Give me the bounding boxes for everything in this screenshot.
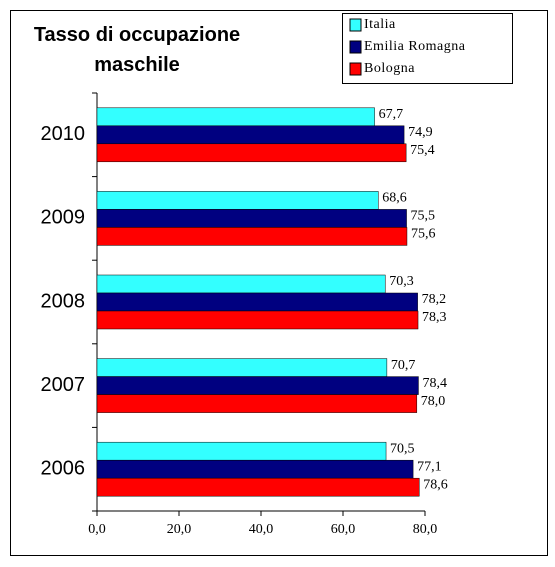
value-label: 70,5 <box>390 441 415 456</box>
x-tick-label: 0,0 <box>88 522 106 537</box>
x-tick-label: 80,0 <box>413 522 438 537</box>
value-label: 74,9 <box>408 125 433 140</box>
legend-label: Italia <box>364 17 396 32</box>
x-tick-label: 60,0 <box>331 522 356 537</box>
bar <box>96 143 407 163</box>
y-tick-label: 2008 <box>41 290 86 312</box>
y-tick-label: 2007 <box>41 374 86 396</box>
bar <box>96 209 407 228</box>
y-tick-label: 2009 <box>41 207 86 229</box>
legend-label: Bologna <box>364 61 415 76</box>
bar <box>96 376 419 395</box>
value-label: 75,4 <box>410 143 435 158</box>
bar <box>96 358 388 377</box>
value-label: 77,1 <box>417 459 442 474</box>
bar <box>96 292 418 312</box>
bar <box>96 227 408 246</box>
legend-swatch <box>349 62 362 76</box>
bar <box>96 459 414 479</box>
y-tick-label: 2010 <box>41 123 86 145</box>
bar <box>96 125 405 145</box>
x-tick-label: 20,0 <box>167 522 192 537</box>
value-label: 70,7 <box>391 358 416 373</box>
value-label: 75,6 <box>411 227 436 242</box>
chart-title: Tasso di occupazione maschile <box>33 24 241 76</box>
bar <box>96 441 387 461</box>
value-label: 78,6 <box>423 477 448 492</box>
value-label: 75,5 <box>411 209 436 224</box>
value-label: 78,3 <box>422 310 447 325</box>
value-label: 78,0 <box>421 394 446 409</box>
frame <box>10 10 548 556</box>
x-tick-label: 40,0 <box>249 522 274 537</box>
bar <box>96 477 420 497</box>
bar <box>96 274 386 294</box>
legend-swatch <box>349 18 362 32</box>
value-label: 68,6 <box>382 191 407 206</box>
bar <box>96 191 379 210</box>
legend-swatch <box>349 40 362 54</box>
value-label: 78,2 <box>422 292 447 307</box>
legend-label: Emilia Romagna <box>364 39 466 54</box>
legend-box <box>342 13 513 84</box>
value-label: 78,4 <box>422 376 447 391</box>
y-tick-label: 2006 <box>41 457 86 479</box>
value-label: 67,7 <box>379 107 404 122</box>
value-label: 70,3 <box>389 274 414 289</box>
bar <box>96 310 419 330</box>
bar <box>96 394 418 413</box>
bar <box>96 107 375 127</box>
